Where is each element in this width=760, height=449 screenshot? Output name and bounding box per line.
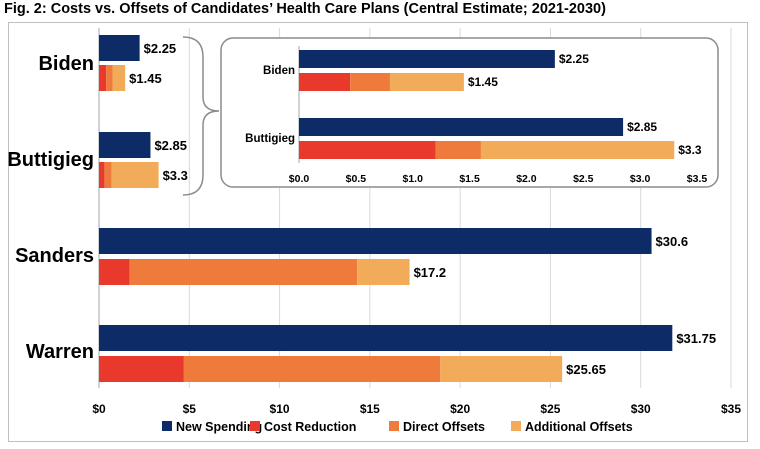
category-label-sanders: Sanders [15,245,94,267]
data-label-spending-warren: $31.75 [676,331,716,346]
legend-swatch-cost-reduction [250,421,260,431]
bar-direct-offsets-warren [183,356,441,382]
x-tick-label: $5 [183,402,197,416]
inset-category-label-biden: Biden [263,65,295,77]
data-label-spending-biden: $2.25 [144,41,177,56]
figure-title: Fig. 2: Costs vs. Offsets of Candidates’… [4,1,606,17]
bar-new-spending-buttigieg [99,132,151,158]
bar-cost-reduction-biden [99,65,107,91]
bar-cost-reduction-warren [99,356,184,382]
inset-bar-direct-offsets-buttigieg [435,141,481,159]
category-label-biden: Biden [38,53,94,75]
inset-data-label-spending-biden: $2.25 [559,52,589,66]
x-tick-label: $10 [270,402,290,416]
category-label-buttigieg: Buttigieg [7,149,94,171]
bar-direct-offsets-sanders [129,259,358,285]
data-label-offsets-warren: $25.65 [566,362,606,377]
bar-additional-offsets-sanders [357,259,410,285]
data-label-offsets-sanders: $17.2 [414,265,447,280]
legend-label-direct-offsets: Direct Offsets [403,420,485,434]
bar-cost-reduction-buttigieg [99,162,105,188]
inset-bar-cost-reduction-buttigieg [299,141,436,159]
data-label-offsets-buttigieg: $3.3 [163,168,188,183]
legend-swatch-direct-offsets [389,421,399,431]
main-x-ticks: $0 $5 $10 $15 $20 $25 $30 $35 [92,402,741,416]
bar-direct-offsets-buttigieg [104,162,112,188]
x-tick-label: $25 [540,402,560,416]
x-tick-label: $35 [721,402,741,416]
legend-label-additional-offsets: Additional Offsets [525,420,633,434]
inset-bar-additional-offsets-buttigieg [480,141,675,159]
inset-data-label-spending-buttigieg: $2.85 [627,120,657,134]
data-label-spending-sanders: $30.6 [656,234,689,249]
inset-x-tick-label: $3.5 [687,173,708,185]
inset-x-tick-label: $0.5 [346,173,367,185]
inset-bar-additional-offsets-biden [389,73,464,91]
inset-chart: $0.0 $0.5 $1.0 $1.5 $2.0 $2.5 $3.0 $3.5 Biden $2.… [220,37,719,188]
x-tick-label: $0 [92,402,106,416]
bar-cost-reduction-sanders [99,259,130,285]
legend-label-new-spending: New Spending [176,420,262,434]
x-tick-label: $30 [631,402,651,416]
inset-x-tick-label: $2.0 [516,173,537,185]
legend: New Spending Cost Reduction Direct Offsets… [162,420,633,434]
inset-x-tick-label: $0.0 [289,173,310,185]
inset-bar-new-spending-biden [299,50,555,68]
legend-label-cost-reduction: Cost Reduction [264,420,356,434]
inset-category-label-buttigieg: Buttigieg [245,133,295,145]
bar-additional-offsets-buttigieg [111,162,159,188]
bar-direct-offsets-biden [106,65,113,91]
bar-new-spending-sanders [99,228,652,254]
inset-x-tick-label: $1.0 [402,173,423,185]
inset-bracket [182,36,220,196]
data-label-spending-buttigieg: $2.85 [154,138,187,153]
bracket-line [182,36,220,196]
inset-x-tick-label: $2.5 [573,173,594,185]
inset-bar-direct-offsets-biden [350,73,390,91]
category-label-warren: Warren [26,341,94,363]
bar-additional-offsets-biden [112,65,126,91]
x-tick-label: $15 [360,402,380,416]
inset-bar-new-spending-buttigieg [299,118,624,136]
bar-new-spending-warren [99,325,673,351]
main-labels: Biden $2.25 $1.45 Buttigieg $2.85 $3.3 Sanders… [7,41,716,377]
inset-x-tick-label: $1.5 [459,173,480,185]
bar-new-spending-biden [99,35,140,61]
inset-bar-cost-reduction-biden [299,73,351,91]
data-label-offsets-biden: $1.45 [129,71,162,86]
bar-additional-offsets-warren [440,356,563,382]
x-tick-label: $20 [450,402,470,416]
main-bars [99,35,673,382]
legend-swatch-new-spending [162,421,172,431]
inset-x-tick-label: $3.0 [630,173,651,185]
legend-swatch-additional-offsets [511,421,521,431]
inset-data-label-offsets-buttigieg: $3.3 [678,143,702,157]
inset-data-label-offsets-biden: $1.45 [468,75,498,89]
